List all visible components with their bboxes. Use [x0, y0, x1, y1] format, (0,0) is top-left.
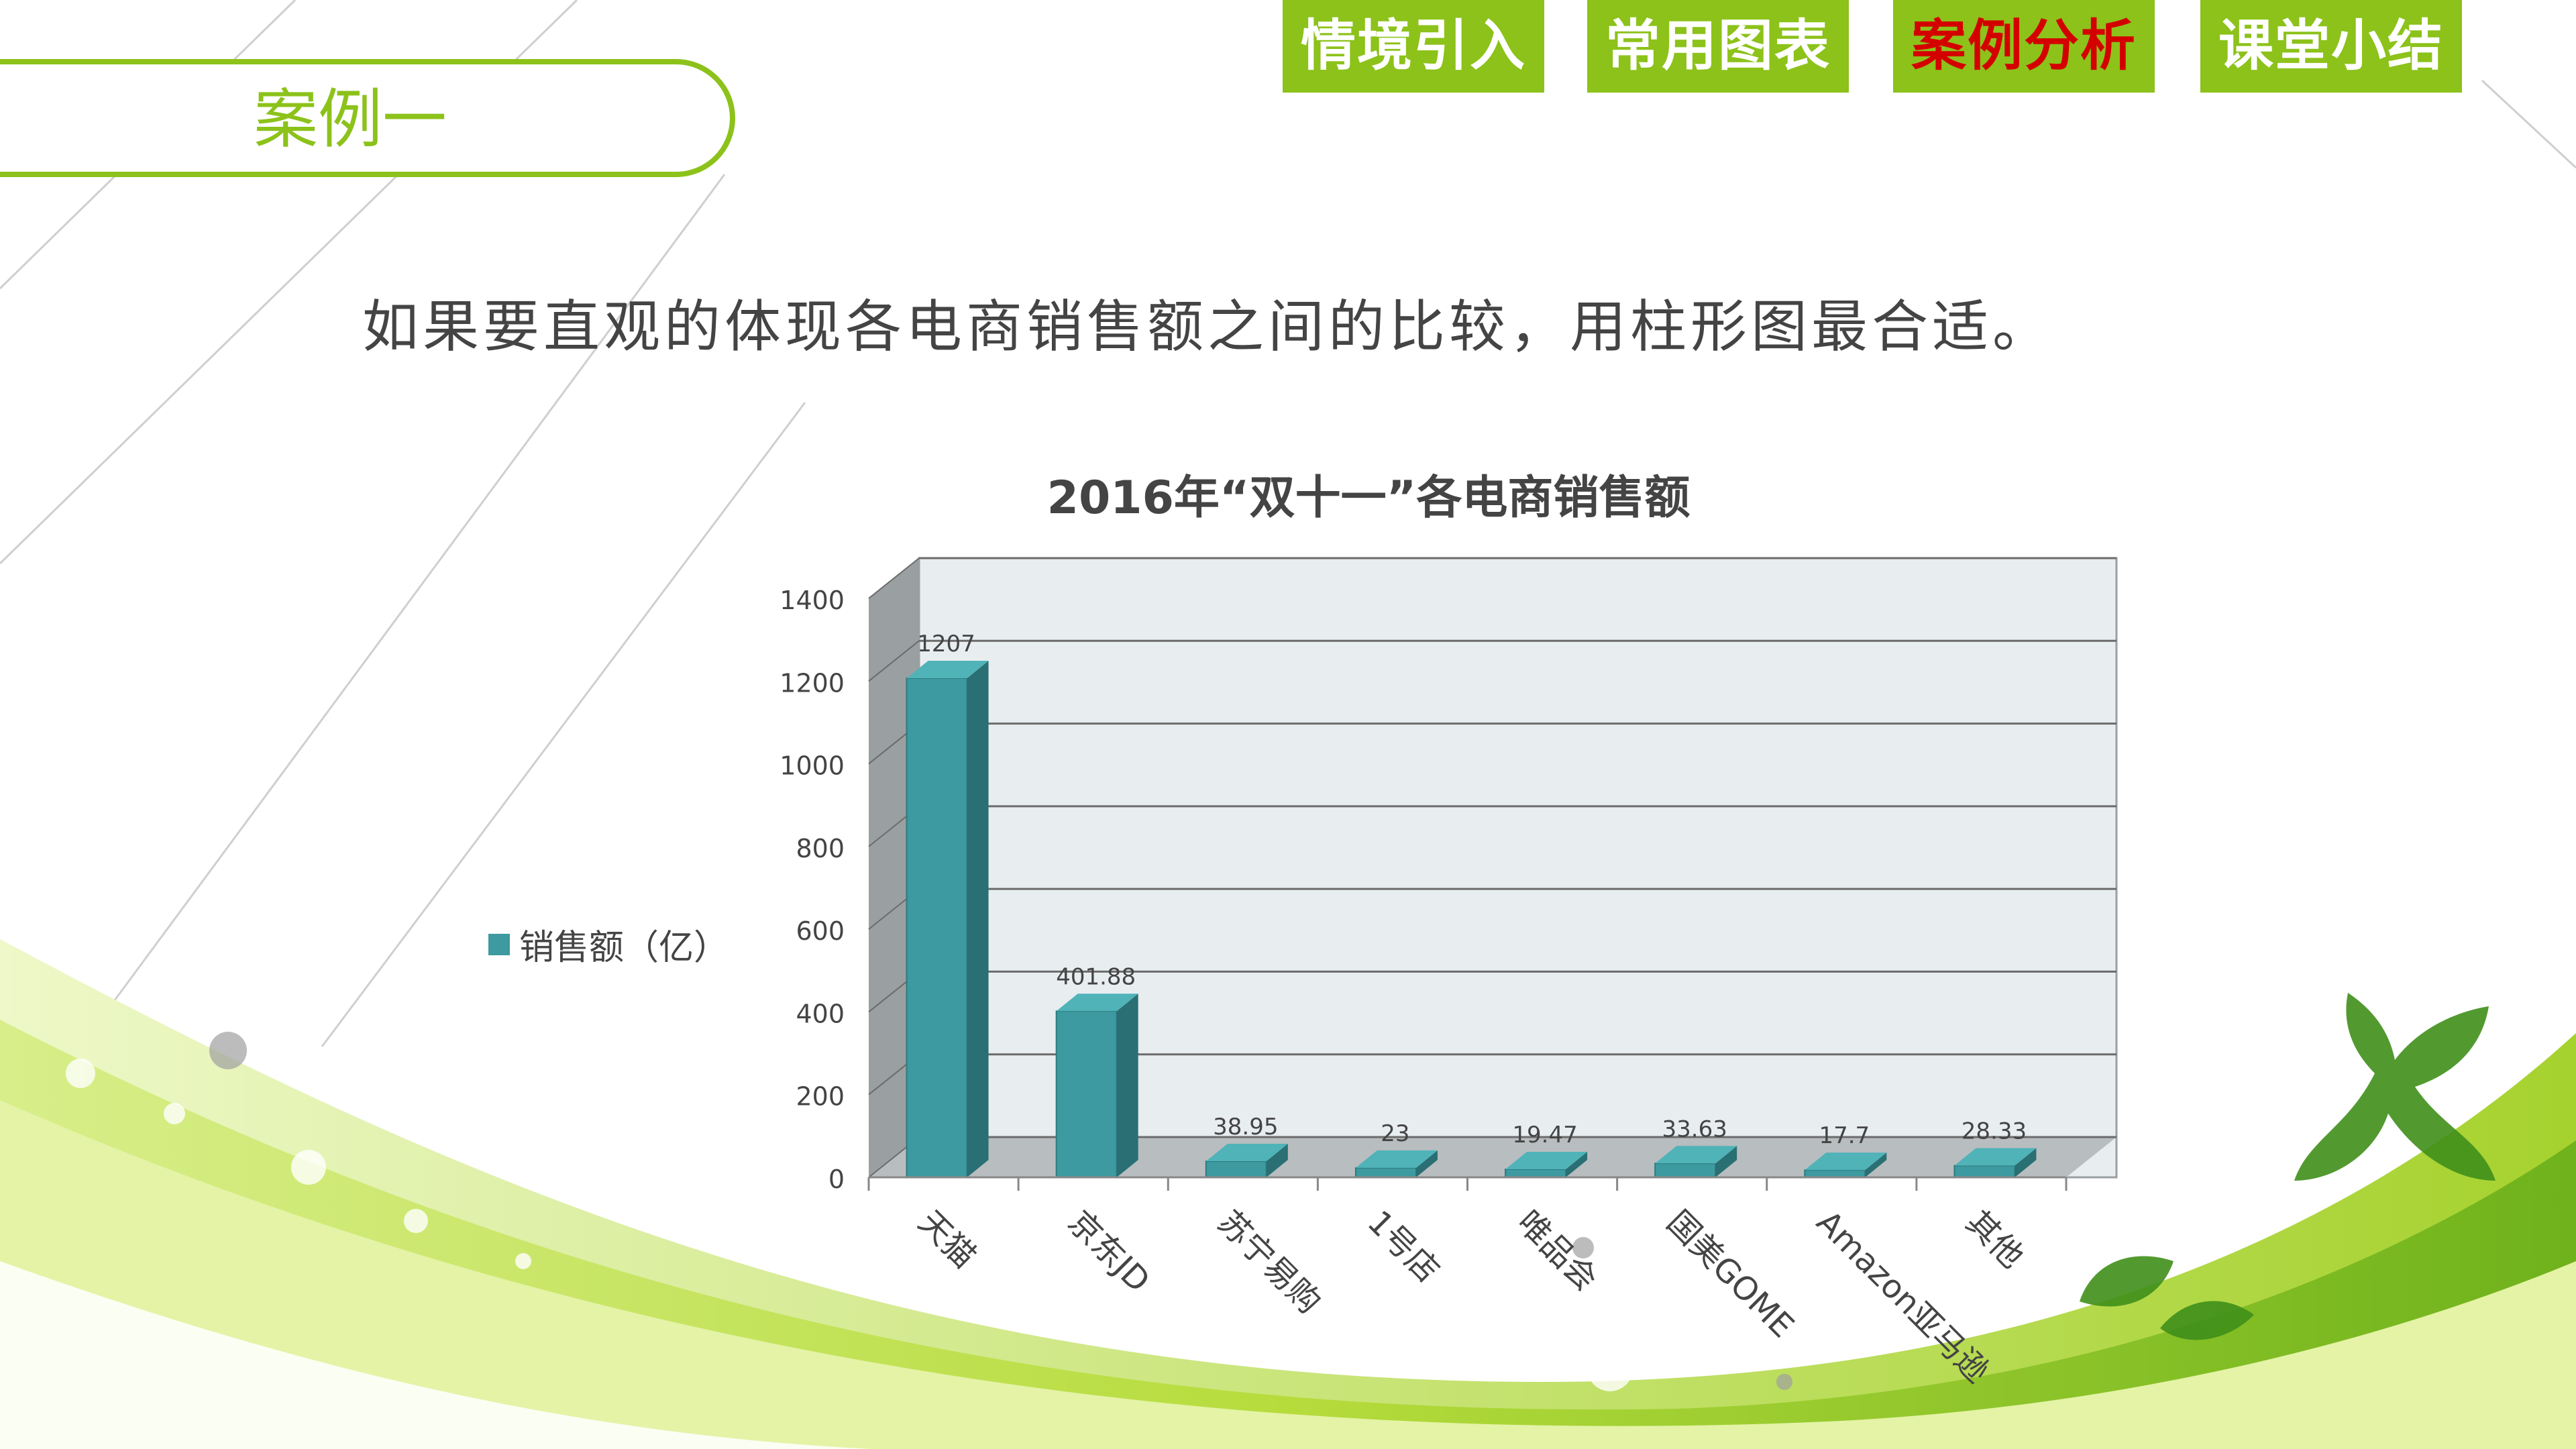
tab-summary[interactable]: 课堂小结 [2200, 0, 2462, 93]
data-label: 33.63 [1662, 1116, 1727, 1142]
bar-side [1266, 1143, 1288, 1177]
data-label: 28.33 [1962, 1118, 2027, 1145]
bar-side [1715, 1146, 1737, 1177]
legend-label: 销售额（亿） [519, 928, 729, 968]
y-tick-label: 400 [796, 999, 845, 1028]
bar [1953, 1165, 2016, 1179]
y-tick-label: 200 [796, 1082, 845, 1112]
x-tick-label: 国美GOME [1660, 1203, 1801, 1345]
x-tick-label: 唯品会 [1510, 1203, 1605, 1298]
x-tick-label: 苏宁易购 [1210, 1203, 1328, 1321]
bar [906, 677, 968, 1178]
bar-top [1056, 994, 1138, 1012]
legend-swatch [488, 933, 510, 955]
bar [1205, 1160, 1267, 1179]
bar-top [1655, 1146, 1737, 1164]
bar-side [1116, 994, 1138, 1177]
bar [1804, 1169, 1866, 1179]
bar-top [1954, 1148, 2037, 1166]
chart-title: 2016年“双十一”各电商销售额 [1046, 472, 1690, 525]
y-tick-label: 1200 [780, 668, 845, 698]
bar-side [1865, 1152, 1887, 1177]
case-banner [0, 59, 735, 177]
x-tick-label: 其他 [1959, 1203, 2031, 1275]
data-label: 23 [1381, 1120, 1409, 1147]
x-tick-label: 天猫 [911, 1203, 983, 1275]
y-tick-label: 800 [796, 834, 845, 863]
y-tick-label: 1000 [780, 751, 845, 781]
bar [1055, 1010, 1118, 1178]
bar [1354, 1167, 1417, 1179]
data-label: 17.7 [1819, 1122, 1870, 1149]
y-tick-label: 600 [796, 916, 845, 946]
chart-legend: 销售额（亿） [488, 919, 729, 969]
y-tick-label: 1400 [780, 586, 845, 615]
bar-top [1205, 1143, 1288, 1161]
data-label: 38.95 [1213, 1114, 1278, 1140]
bar-top [1355, 1150, 1438, 1168]
data-label: 401.88 [1056, 963, 1136, 990]
x-tick-label: 京东JD [1061, 1203, 1157, 1300]
y-tick-label: 0 [828, 1165, 845, 1194]
bar [1505, 1168, 1567, 1179]
gridline-side [868, 557, 920, 599]
bar-side [1415, 1150, 1438, 1177]
slide-subtitle: 如果要直观的体现各电商销售额之间的比较，用柱形图最合适。 [362, 294, 2053, 360]
data-label: 19.47 [1512, 1122, 1577, 1148]
bar [1654, 1163, 1717, 1179]
case-title: 案例一 [254, 82, 447, 157]
x-tick-label: 1号店 [1360, 1203, 1446, 1290]
bar-side [2015, 1148, 2037, 1177]
plot-floor [869, 1137, 2116, 1177]
bar-side [967, 660, 989, 1177]
gridline-side [868, 640, 920, 682]
bar-side [1566, 1151, 1588, 1177]
tab-intro[interactable]: 情境引入 [1283, 0, 1544, 93]
bar-top [1805, 1152, 1887, 1171]
data-label: 1207 [917, 631, 975, 657]
tab-case-analysis[interactable]: 案例分析 [1893, 0, 2155, 93]
tab-common-charts[interactable]: 常用图表 [1587, 0, 1849, 93]
bar-top [906, 660, 989, 678]
bar-top [1505, 1151, 1588, 1169]
